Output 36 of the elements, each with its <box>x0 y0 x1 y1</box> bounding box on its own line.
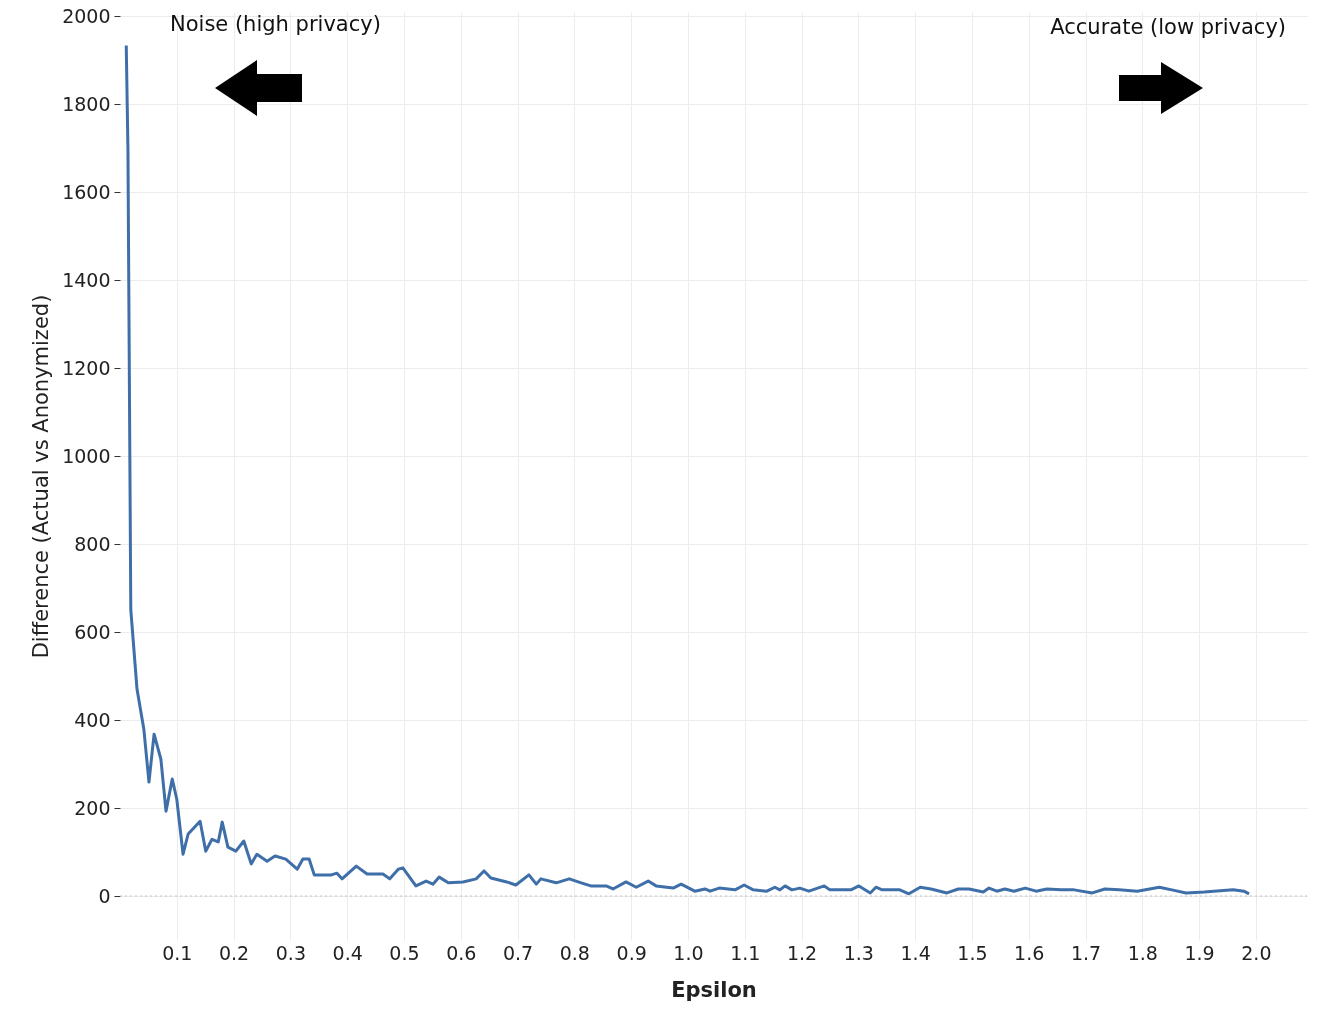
x-tick-label: 0.3 <box>275 941 306 964</box>
y-tick-label: 1000 <box>62 444 111 467</box>
x-tick-label: 1.1 <box>730 941 761 964</box>
x-tick-label: 0.7 <box>502 941 534 964</box>
y-tick-label: 400 <box>74 708 111 731</box>
x-axis-title: Epsilon <box>671 977 757 1002</box>
x-tick-label: 1.9 <box>1184 941 1215 964</box>
x-tick-label: 0.4 <box>332 941 363 964</box>
x-tick-label: 0.2 <box>218 941 250 964</box>
x-tick-label: 1.6 <box>1014 941 1045 964</box>
x-tick-label: 0.5 <box>389 941 420 964</box>
x-tick-label: 1.2 <box>786 941 818 964</box>
x-tick-label: 0.9 <box>616 941 647 964</box>
y-tick-label: 600 <box>74 620 111 643</box>
y-tick-label: 2000 <box>62 4 111 27</box>
x-tick-label: 1.3 <box>843 941 874 964</box>
x-tick-label: 1.7 <box>1070 941 1102 964</box>
x-tick-label: 0.1 <box>162 941 193 964</box>
annotation: Accurate (low privacy) <box>1050 15 1286 39</box>
annotation: Noise (high privacy) <box>170 12 381 36</box>
y-tick-label: 1600 <box>62 180 111 203</box>
x-tick-label: 0.8 <box>559 941 590 964</box>
x-tick-label: 2.0 <box>1241 941 1272 964</box>
line-series <box>124 43 1251 896</box>
x-tick-label: 1.8 <box>1127 941 1158 964</box>
x-tick-label: 1.0 <box>673 941 704 964</box>
y-tick-label: 200 <box>74 796 111 819</box>
x-tick-label: 1.5 <box>957 941 988 964</box>
y-tick-label: 1200 <box>62 356 111 379</box>
y-tick-label: 1800 <box>62 92 111 115</box>
y-tick-label: 1400 <box>62 268 111 291</box>
y-tick-label: 800 <box>74 532 111 555</box>
x-tick-label: 1.4 <box>900 941 931 964</box>
y-axis-title: Difference (Actual vs Anonymized) <box>29 294 54 659</box>
y-tick-label: 0 <box>98 884 111 907</box>
x-tick-label: 0.6 <box>446 941 477 964</box>
